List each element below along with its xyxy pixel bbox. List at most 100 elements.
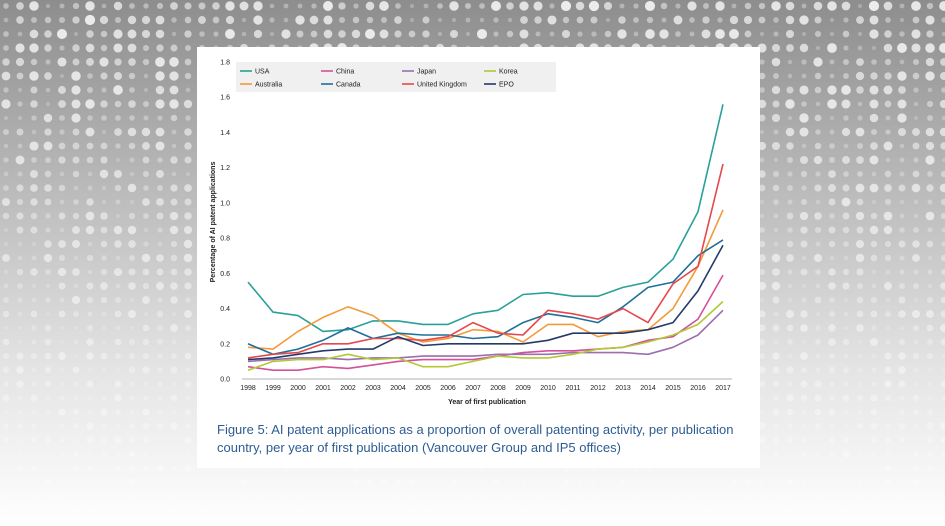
background-dot bbox=[758, 16, 766, 24]
background-dot bbox=[843, 241, 849, 247]
background-dot bbox=[129, 255, 135, 261]
background-dot bbox=[801, 521, 807, 526]
background-dot bbox=[927, 115, 933, 121]
background-dot bbox=[185, 339, 191, 345]
background-dot bbox=[590, 492, 598, 500]
background-dot bbox=[3, 283, 9, 289]
background-dot bbox=[30, 436, 38, 444]
background-dot bbox=[618, 478, 626, 486]
background-dot bbox=[871, 507, 877, 513]
series-line-korea bbox=[247, 300, 724, 371]
background-dot bbox=[129, 199, 135, 205]
background-dot bbox=[3, 423, 9, 429]
x-tick-label: 2004 bbox=[390, 385, 406, 392]
background-dot bbox=[114, 380, 122, 388]
background-dot bbox=[142, 156, 150, 164]
background-dot bbox=[939, 71, 945, 81]
background-dot bbox=[913, 493, 919, 499]
background-dot bbox=[225, 29, 235, 39]
background-dot bbox=[169, 85, 179, 95]
background-dot bbox=[311, 507, 317, 513]
background-dot bbox=[759, 129, 765, 135]
background-dot bbox=[129, 409, 135, 415]
background-dot bbox=[843, 521, 849, 526]
background-dot bbox=[73, 339, 79, 345]
background-dot bbox=[30, 198, 38, 206]
background-dot bbox=[758, 366, 766, 374]
background-dot bbox=[129, 395, 135, 401]
background-dot bbox=[843, 297, 849, 303]
background-dot bbox=[3, 297, 9, 303]
background-dot bbox=[113, 71, 123, 81]
background-dot bbox=[899, 283, 905, 289]
background-dot bbox=[815, 45, 821, 51]
background-dot bbox=[366, 16, 374, 24]
background-dot bbox=[576, 492, 584, 500]
background-dot bbox=[45, 451, 51, 457]
background-dot bbox=[351, 29, 361, 39]
background-dot bbox=[31, 367, 37, 373]
background-dot bbox=[547, 15, 557, 25]
background-dot bbox=[43, 113, 53, 123]
background-dot bbox=[17, 339, 23, 345]
background-dot bbox=[253, 1, 263, 11]
background-dot bbox=[169, 71, 179, 81]
background-dot bbox=[913, 339, 919, 345]
background-dot bbox=[927, 297, 933, 303]
background-dot bbox=[269, 17, 275, 23]
background-dot bbox=[129, 381, 135, 387]
background-dot bbox=[856, 58, 864, 66]
background-dot bbox=[101, 493, 107, 499]
background-dot bbox=[885, 339, 891, 345]
background-dot bbox=[87, 395, 93, 401]
background-dot bbox=[465, 479, 471, 485]
background-dot bbox=[828, 338, 836, 346]
background-dot bbox=[491, 1, 501, 11]
background-dot bbox=[758, 114, 766, 122]
background-dot bbox=[127, 15, 137, 25]
background-dot bbox=[661, 17, 667, 23]
background-dot bbox=[689, 17, 695, 23]
background-dot bbox=[885, 297, 891, 303]
x-axis-ticks: 1998 1999 2000 2001 2002 2003 2004 2005 2006 2007… bbox=[240, 385, 731, 392]
background-dot bbox=[143, 227, 149, 233]
background-dot bbox=[156, 310, 164, 318]
background-dot bbox=[31, 325, 37, 331]
x-tick-label: 2013 bbox=[615, 385, 631, 392]
background-dot bbox=[31, 17, 37, 23]
background-dot bbox=[492, 506, 500, 514]
background-dot bbox=[142, 296, 150, 304]
legend-label: United Kingdom bbox=[417, 82, 467, 89]
background-dot bbox=[142, 436, 150, 444]
background-dot bbox=[58, 156, 66, 164]
background-dot bbox=[226, 506, 234, 514]
x-tick-label: 2008 bbox=[490, 385, 506, 392]
background-dot bbox=[16, 226, 24, 234]
background-dot bbox=[29, 29, 39, 39]
background-dot bbox=[815, 451, 821, 457]
background-dot bbox=[773, 465, 779, 471]
background-dot bbox=[884, 184, 892, 192]
background-dot bbox=[17, 493, 23, 499]
background-dot bbox=[787, 115, 793, 121]
y-tick-label: 1.8 bbox=[220, 60, 230, 67]
background-dot bbox=[16, 184, 24, 192]
background-dot bbox=[661, 493, 667, 499]
background-dot bbox=[800, 170, 808, 178]
background-dot bbox=[169, 225, 179, 235]
background-dot bbox=[115, 507, 121, 513]
background-dot bbox=[170, 324, 178, 332]
background-dot bbox=[44, 16, 52, 24]
background-dot bbox=[58, 212, 66, 220]
background-dot bbox=[828, 198, 836, 206]
background-dot bbox=[3, 45, 9, 51]
background-dot bbox=[801, 367, 807, 373]
background-dot bbox=[814, 226, 822, 234]
background-dot bbox=[156, 422, 164, 430]
background-dot bbox=[857, 283, 863, 289]
background-dot bbox=[814, 114, 822, 122]
background-dot bbox=[827, 99, 837, 109]
background-dot bbox=[101, 129, 107, 135]
background-dot bbox=[31, 493, 37, 499]
background-dot bbox=[338, 30, 346, 38]
